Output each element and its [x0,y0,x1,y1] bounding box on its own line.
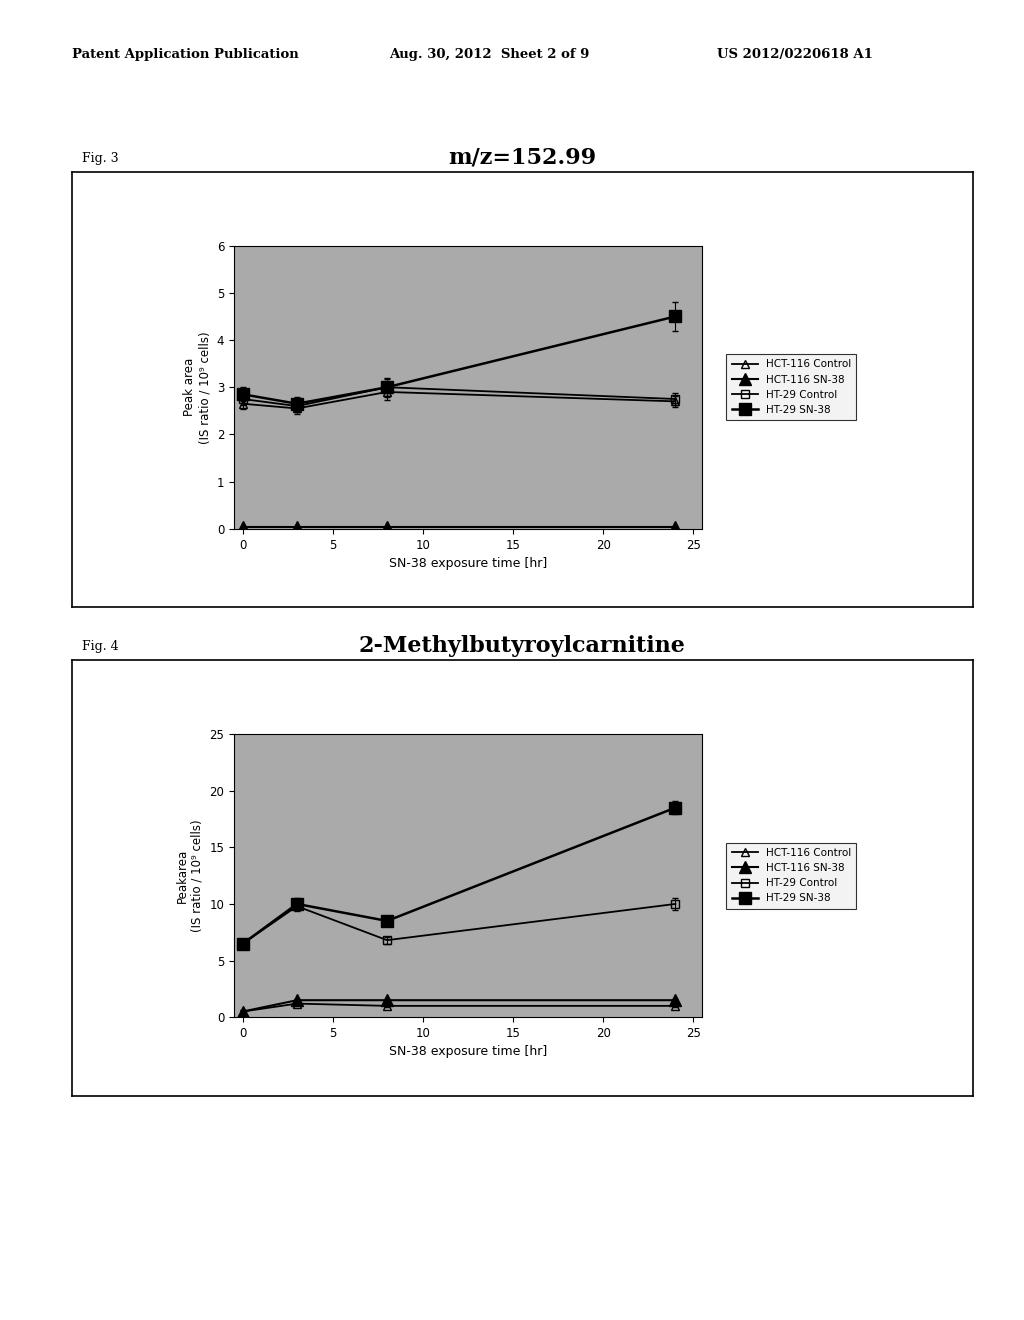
Text: Fig. 3: Fig. 3 [82,152,119,165]
Legend: HCT-116 Control, HCT-116 SN-38, HT-29 Control, HT-29 SN-38: HCT-116 Control, HCT-116 SN-38, HT-29 Co… [726,842,856,908]
Y-axis label: Peak area
(IS ratio / 10⁹ cells): Peak area (IS ratio / 10⁹ cells) [183,331,211,444]
X-axis label: SN-38 exposure time [hr]: SN-38 exposure time [hr] [389,557,547,570]
Title: m/z=152.99: m/z=152.99 [449,147,596,168]
Legend: HCT-116 Control, HCT-116 SN-38, HT-29 Control, HT-29 SN-38: HCT-116 Control, HCT-116 SN-38, HT-29 Co… [726,354,856,420]
Text: Fig. 4: Fig. 4 [82,640,119,653]
Title: 2-Methylbutyroylcarnitine: 2-Methylbutyroylcarnitine [358,635,686,656]
Text: Aug. 30, 2012  Sheet 2 of 9: Aug. 30, 2012 Sheet 2 of 9 [389,48,590,61]
Text: Patent Application Publication: Patent Application Publication [72,48,298,61]
Y-axis label: Peakarea
(IS ratio / 10⁹ cells): Peakarea (IS ratio / 10⁹ cells) [176,820,204,932]
Text: US 2012/0220618 A1: US 2012/0220618 A1 [717,48,872,61]
X-axis label: SN-38 exposure time [hr]: SN-38 exposure time [hr] [389,1045,547,1059]
